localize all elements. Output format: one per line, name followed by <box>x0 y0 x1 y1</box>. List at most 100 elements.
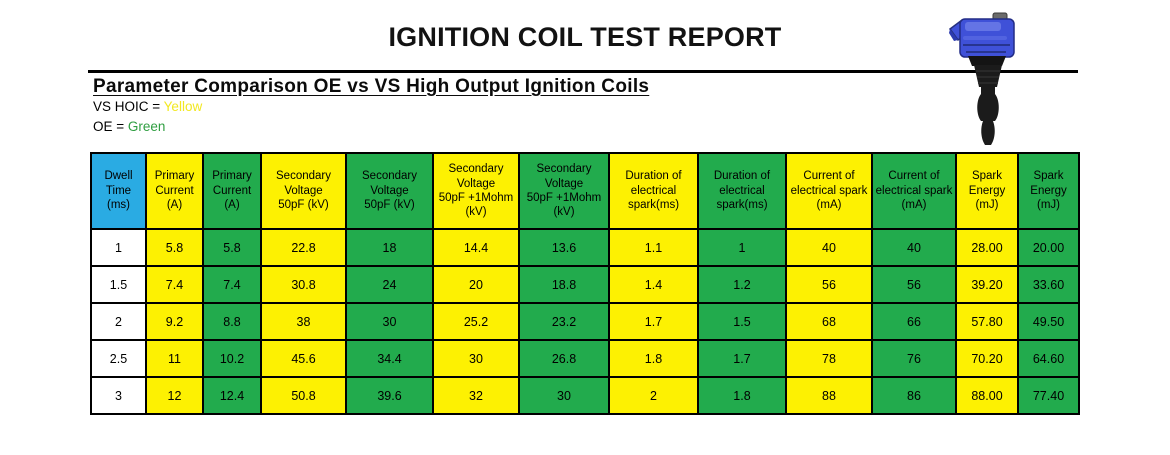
table-cell: 30 <box>432 339 520 378</box>
column-header: Primary Current (A) <box>202 152 262 230</box>
column-header: Spark Energy (mJ) <box>955 152 1019 230</box>
table-cell: 40 <box>785 228 873 267</box>
section-heading: Parameter Comparison OE vs VS High Outpu… <box>93 76 650 97</box>
table-cell: 88 <box>785 376 873 415</box>
table-cell: 57.80 <box>955 302 1019 341</box>
table-cell: 1.8 <box>608 339 699 378</box>
table-cell: 39.6 <box>345 376 434 415</box>
table-cell: 76 <box>871 339 957 378</box>
table-cell: 26.8 <box>518 339 610 378</box>
legend-vs-hoic: VS HOIC = Yellow <box>93 97 202 117</box>
table-cell: 78 <box>785 339 873 378</box>
table-cell: 10.2 <box>202 339 262 378</box>
table-cell: 8.8 <box>202 302 262 341</box>
table-cell: 45.6 <box>260 339 347 378</box>
table-cell: 14.4 <box>432 228 520 267</box>
table-cell: 88.00 <box>955 376 1019 415</box>
table-cell: 7.4 <box>202 265 262 304</box>
column-header: Secondary Voltage 50pF (kV) <box>345 152 434 230</box>
table-cell: 1.5 <box>90 265 147 304</box>
table-cell: 66 <box>871 302 957 341</box>
table-row: 2 9.2 8.8 38 30 25.2 23.2 1.7 1.5 68 66 57.80 49.50 <box>90 302 1080 341</box>
column-header: Current of electrical spark (mA) <box>871 152 957 230</box>
coil-head-highlight2 <box>963 36 1007 40</box>
table-cell: 30 <box>345 302 434 341</box>
divider-line <box>88 70 1078 73</box>
table-cell: 70.20 <box>955 339 1019 378</box>
table-header-row: Dwell Time (ms) Primary Current (A) Primar… <box>90 152 1080 230</box>
table-cell: 2 <box>608 376 699 415</box>
table-cell: 5.8 <box>202 228 262 267</box>
column-header: Secondary Voltage 50pF (kV) <box>260 152 347 230</box>
table-cell: 68 <box>785 302 873 341</box>
table-row: 2.5 11 10.2 45.6 34.4 30 26.8 1.8 1.7 78 76 70.20 64… <box>90 339 1080 378</box>
table-cell: 40 <box>871 228 957 267</box>
table-cell: 20.00 <box>1017 228 1080 267</box>
color-legend: VS HOIC = Yellow OE = Green <box>93 97 202 137</box>
table-cell: 1.4 <box>608 265 699 304</box>
table-cell: 28.00 <box>955 228 1019 267</box>
table-row: 3 12 12.4 50.8 39.6 32 30 2 1.8 88 86 88.00 77.40 <box>90 376 1080 415</box>
table-cell: 49.50 <box>1017 302 1080 341</box>
table-cell: 5.8 <box>145 228 204 267</box>
table-cell: 1.2 <box>697 265 787 304</box>
table-cell: 1.7 <box>608 302 699 341</box>
coil-boot-tip <box>981 121 995 145</box>
coil-neck <box>981 86 995 95</box>
table-cell: 38 <box>260 302 347 341</box>
table-cell: 56 <box>785 265 873 304</box>
table-cell: 1.8 <box>697 376 787 415</box>
table-cell: 30 <box>518 376 610 415</box>
table-cell: 13.6 <box>518 228 610 267</box>
table-cell: 1 <box>90 228 147 267</box>
table-cell: 1.5 <box>697 302 787 341</box>
table-cell: 23.2 <box>518 302 610 341</box>
table-cell: 77.40 <box>1017 376 1080 415</box>
table-cell: 12.4 <box>202 376 262 415</box>
table-cell: 2 <box>90 302 147 341</box>
parameter-comparison-table: Dwell Time (ms) Primary Current (A) Primar… <box>90 152 1080 415</box>
table-cell: 33.60 <box>1017 265 1080 304</box>
table-row: 1.5 7.4 7.4 30.8 24 20 18.8 1.4 1.2 56 56 39.20 33.6… <box>90 265 1080 304</box>
table-cell: 18 <box>345 228 434 267</box>
legend-oe-label: OE = <box>93 119 125 134</box>
table-cell: 1.7 <box>697 339 787 378</box>
table-cell: 22.8 <box>260 228 347 267</box>
table-cell: 50.8 <box>260 376 347 415</box>
table-row: 1 5.8 5.8 22.8 18 14.4 13.6 1.1 1 40 40 28.00 20.00 <box>90 228 1080 267</box>
table-cell: 56 <box>871 265 957 304</box>
table-cell: 30.8 <box>260 265 347 304</box>
column-header: Dwell Time (ms) <box>90 152 147 230</box>
column-header: Duration of electrical spark(ms) <box>608 152 699 230</box>
table-cell: 20 <box>432 265 520 304</box>
column-header: Primary Current (A) <box>145 152 204 230</box>
table-cell: 1.1 <box>608 228 699 267</box>
page-title: IGNITION COIL TEST REPORT <box>388 22 782 52</box>
legend-vs-hoic-value: Yellow <box>163 99 203 114</box>
column-header: Secondary Voltage 50pF +1Mohm (kV) <box>432 152 520 230</box>
legend-oe: OE = Green <box>93 117 202 137</box>
column-header: Duration of electrical spark(ms) <box>697 152 787 230</box>
table-cell: 1 <box>697 228 787 267</box>
table-cell: 86 <box>871 376 957 415</box>
table-cell: 9.2 <box>145 302 204 341</box>
coil-head-highlight <box>965 22 1001 31</box>
table-cell: 12 <box>145 376 204 415</box>
table-cell: 24 <box>345 265 434 304</box>
ignition-coil-icon <box>948 12 1015 145</box>
legend-vs-hoic-label: VS HOIC = <box>93 99 161 114</box>
coil-flange <box>968 56 1006 66</box>
table-cell: 3 <box>90 376 147 415</box>
column-header: Spark Energy (mJ) <box>1017 152 1080 230</box>
table-cell: 7.4 <box>145 265 204 304</box>
table-cell: 39.20 <box>955 265 1019 304</box>
coil-boot-bulge <box>977 94 999 121</box>
legend-oe-value: Green <box>127 119 166 134</box>
table-cell: 64.60 <box>1017 339 1080 378</box>
table-cell: 18.8 <box>518 265 610 304</box>
table-cell: 11 <box>145 339 204 378</box>
table-cell: 32 <box>432 376 520 415</box>
table-cell: 2.5 <box>90 339 147 378</box>
coil-connector-end <box>949 29 958 41</box>
